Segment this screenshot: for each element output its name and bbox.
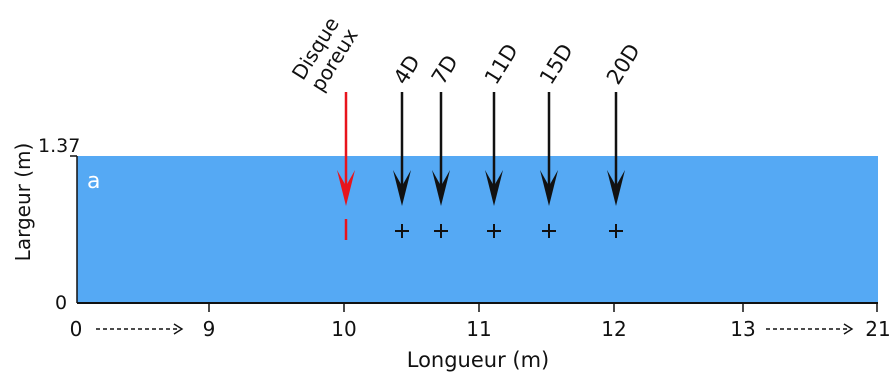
x-tick-label-21: 21 xyxy=(865,317,890,341)
panel-letter: a xyxy=(87,169,100,194)
x-tick-label-9: 9 xyxy=(203,317,216,341)
channel-area xyxy=(77,156,878,303)
x-axis-label: Longueur (m) xyxy=(407,348,550,372)
probe-11d-label: 11D xyxy=(480,40,523,89)
probe-15d-label: 15D xyxy=(535,40,578,89)
probe-7d-arrow xyxy=(432,92,450,238)
probe-4d-arrow xyxy=(393,92,411,238)
probe-20d-label: 20D xyxy=(602,40,645,89)
probe-15d-arrow xyxy=(540,92,558,238)
x-tick-label-10: 10 xyxy=(331,317,356,341)
axis-break-arrow-right xyxy=(766,323,854,335)
probe-7d-label: 7D xyxy=(427,51,463,89)
axis-break-arrow-left xyxy=(96,323,184,335)
probe-20d-arrow xyxy=(607,92,625,238)
x-tick-label-13: 13 xyxy=(730,317,755,341)
porous-disk-marker xyxy=(337,92,355,240)
y-axis-label: Largeur (m) xyxy=(11,143,35,262)
x-tick-label-0: 0 xyxy=(70,317,83,341)
porous-disk-label: Disque poreux xyxy=(287,13,363,96)
y-tick-label-top: 1.37 xyxy=(38,135,80,157)
x-tick-label-12: 12 xyxy=(601,317,626,341)
y-tick-label-bottom: 0 xyxy=(55,292,67,314)
probe-4d-label: 4D xyxy=(389,51,425,89)
x-tick-label-11: 11 xyxy=(466,317,491,341)
probe-11d-arrow xyxy=(485,92,503,238)
